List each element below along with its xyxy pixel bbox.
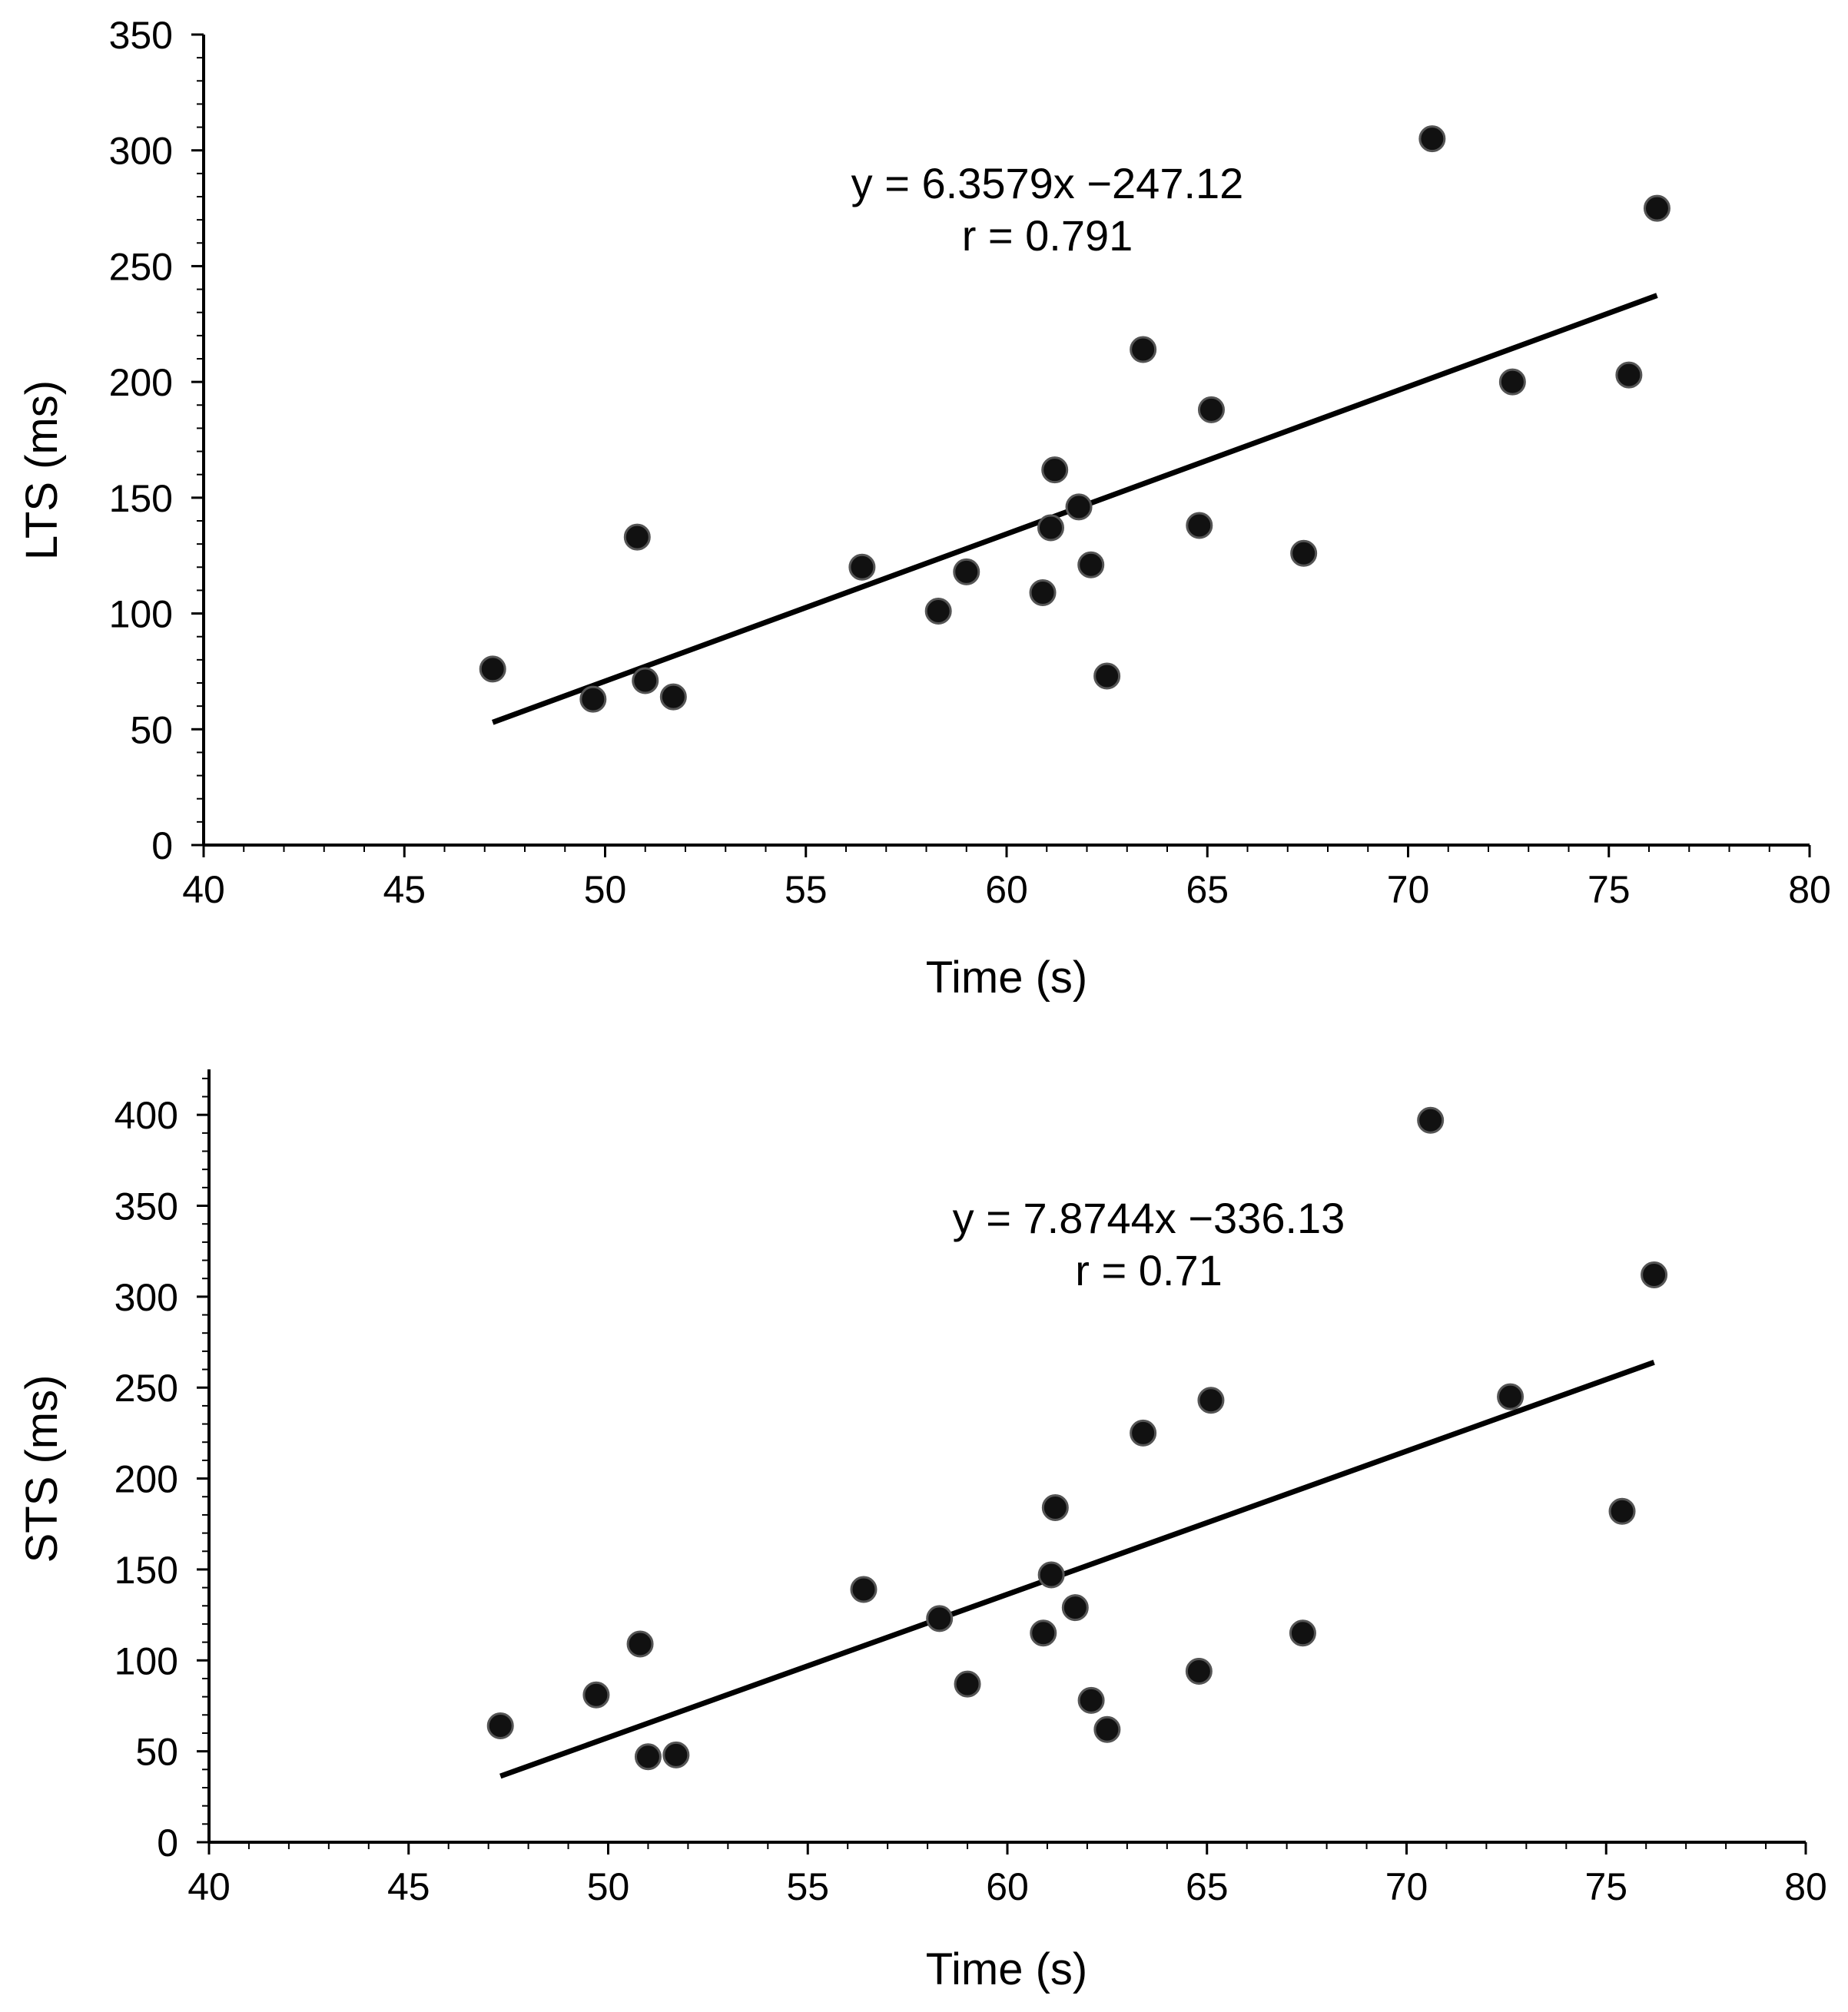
data-point [1497, 1383, 1525, 1410]
y-tick-label: 0 [151, 824, 173, 867]
data-point [1641, 1261, 1668, 1288]
y-tick-label: 300 [114, 1276, 178, 1319]
data-point [1061, 1594, 1089, 1622]
data-points [486, 1106, 1668, 1771]
x-tick-label: 65 [1186, 1865, 1229, 1908]
data-point [634, 1743, 662, 1771]
data-point [632, 667, 659, 694]
y-tick-label: 100 [114, 1639, 178, 1682]
data-point [659, 683, 687, 711]
data-point [1197, 396, 1225, 423]
data-points [479, 125, 1670, 713]
x-axis-title: Time (s) [926, 1944, 1087, 1994]
y-tick-labels: 0 50 100 150 200 250 300 350 400 [114, 1094, 178, 1864]
r-value-label: r = 0.71 [1075, 1246, 1222, 1294]
y-tick-label: 150 [109, 477, 173, 520]
data-point [924, 598, 952, 625]
data-point [662, 1741, 690, 1768]
data-point [1037, 514, 1064, 542]
chart-lts-vs-time: 40 45 50 55 60 65 70 75 80 0 50 100 150 200 250 300 350… [17, 14, 1831, 1003]
trendline [499, 1360, 1655, 1779]
x-tick-label: 45 [383, 868, 426, 911]
y-tick-label: 100 [109, 593, 173, 636]
equation-label: y = 7.8744x −336.13 [953, 1194, 1345, 1242]
data-point [1290, 539, 1318, 567]
x-tick-label: 60 [985, 868, 1028, 911]
x-tick-label: 40 [182, 868, 225, 911]
y-tick-label: 250 [114, 1367, 178, 1410]
x-tick-label: 50 [584, 868, 627, 911]
x-tick-label: 55 [785, 868, 828, 911]
data-point [1037, 1561, 1065, 1589]
data-point [1197, 1387, 1225, 1414]
data-point [1615, 361, 1643, 389]
x-tick-label: 75 [1588, 868, 1631, 911]
data-point [953, 558, 980, 585]
y-tick-labels: 0 50 100 150 200 250 300 350 [109, 14, 173, 867]
x-tick-label: 65 [1186, 868, 1229, 911]
data-point [479, 655, 506, 683]
data-point [623, 523, 651, 551]
data-point [1041, 1493, 1069, 1521]
equation-label: y = 6.3579x −247.12 [851, 159, 1244, 207]
data-point [1289, 1619, 1316, 1647]
data-point [1093, 1715, 1121, 1743]
data-point [1498, 368, 1526, 396]
x-tick-label: 80 [1784, 1865, 1827, 1908]
data-point [1065, 493, 1093, 521]
y-axis-title: LTS (ms) [17, 380, 67, 560]
data-point [1130, 1419, 1157, 1447]
y-tick-label: 400 [114, 1094, 178, 1137]
data-point [1093, 662, 1121, 690]
x-tick-label: 70 [1385, 1865, 1428, 1908]
y-tick-label: 350 [114, 1185, 178, 1228]
data-point [848, 553, 876, 581]
data-point [582, 1681, 610, 1709]
data-point [1041, 456, 1069, 484]
data-point [1418, 125, 1446, 153]
y-tick-label: 0 [157, 1821, 178, 1864]
data-point [1077, 1686, 1105, 1714]
y-tick-label: 350 [109, 14, 173, 57]
r-value-label: r = 0.791 [962, 211, 1133, 260]
y-tick-label: 300 [109, 130, 173, 173]
x-tick-label: 75 [1584, 1865, 1627, 1908]
y-tick-label: 200 [109, 361, 173, 404]
x-tick-label: 80 [1788, 868, 1831, 911]
data-point [1029, 578, 1057, 606]
data-point [1185, 1657, 1213, 1685]
x-tick-labels: 40 45 50 55 60 65 70 75 80 [182, 868, 1831, 911]
data-point [579, 685, 607, 713]
x-tick-label: 70 [1387, 868, 1430, 911]
data-point [626, 1630, 654, 1658]
x-tick-label: 60 [986, 1865, 1029, 1908]
y-axis-title: STS (ms) [17, 1375, 67, 1563]
data-point [954, 1670, 981, 1698]
data-point [1077, 551, 1105, 578]
y-tick-label: 250 [109, 245, 173, 288]
data-point [1643, 194, 1670, 222]
data-point [486, 1712, 514, 1740]
chart-sts-vs-time: 40 45 50 55 60 65 70 75 80 0 50 100 150 200 250 300 350… [17, 1069, 1827, 1994]
y-tick-label: 150 [114, 1549, 178, 1592]
data-point [850, 1576, 878, 1603]
x-tick-label: 50 [587, 1865, 630, 1908]
x-tick-label: 55 [786, 1865, 829, 1908]
data-point [1130, 336, 1157, 363]
x-tick-label: 45 [387, 1865, 430, 1908]
x-axis-title: Time (s) [926, 953, 1087, 1003]
data-point [926, 1605, 954, 1632]
data-point [1030, 1619, 1057, 1647]
data-point [1186, 512, 1213, 539]
x-tick-labels: 40 45 50 55 60 65 70 75 80 [187, 1865, 1827, 1908]
x-tick-label: 40 [187, 1865, 231, 1908]
y-tick-label: 200 [114, 1458, 178, 1501]
data-point [1417, 1106, 1445, 1134]
y-tick-label: 50 [130, 708, 173, 751]
data-point [1608, 1497, 1636, 1525]
y-tick-label: 50 [135, 1731, 178, 1774]
